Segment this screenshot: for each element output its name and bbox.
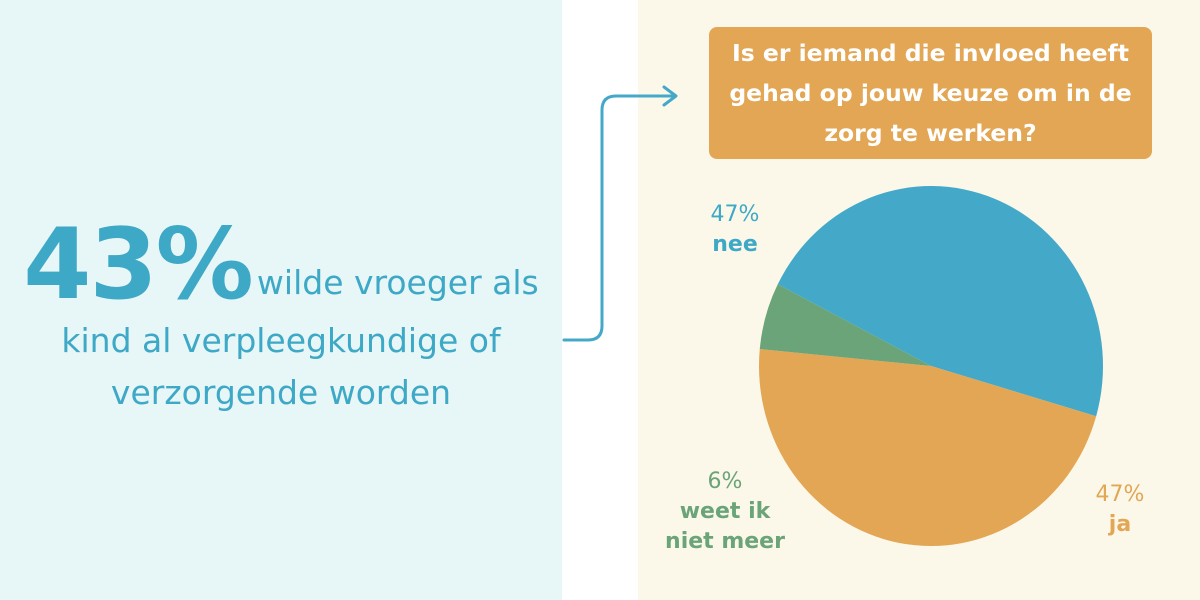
left-panel bbox=[0, 0, 562, 600]
label-ja-percentage: 47% bbox=[1095, 482, 1145, 507]
pie-slice-ja bbox=[758, 349, 1097, 547]
label-weet-name-line1: weet ik bbox=[679, 499, 771, 524]
arrow-connector-icon bbox=[562, 85, 678, 342]
pie-chart bbox=[758, 186, 1103, 547]
label-ja: 47% ja bbox=[1070, 480, 1170, 540]
label-nee-percentage: 47% bbox=[710, 202, 760, 227]
pie-slice-nee bbox=[777, 186, 1103, 417]
statistic-text-line2: kind al verpleegkundige of bbox=[61, 321, 501, 360]
label-weet-name-line2: niet meer bbox=[665, 529, 785, 554]
label-nee: 47% nee bbox=[670, 200, 800, 260]
question-box: Is er iemand die invloed heeft gehad op … bbox=[709, 27, 1152, 159]
label-weet-ik-niet-meer: 6% weet ik niet meer bbox=[640, 467, 810, 557]
label-ja-name: ja bbox=[1108, 512, 1132, 537]
label-nee-name: nee bbox=[712, 232, 758, 257]
question-text: Is er iemand die invloed heeft gehad op … bbox=[729, 39, 1132, 147]
statistic-text-line1: wilde vroeger als bbox=[256, 263, 539, 302]
statistic-text-line3: verzorgende worden bbox=[110, 373, 452, 412]
panel-divider bbox=[562, 0, 638, 600]
pie-slice-weet-ik-niet-meer bbox=[759, 284, 931, 366]
statistic-block: 43% wilde vroeger als kind al verpleegku… bbox=[0, 215, 562, 419]
label-weet-percentage: 6% bbox=[707, 469, 743, 494]
statistic-percentage: 43% bbox=[23, 208, 254, 322]
